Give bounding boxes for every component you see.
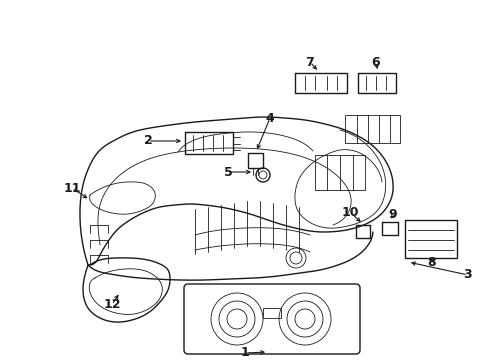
Text: 6: 6 xyxy=(371,55,380,68)
Text: 10: 10 xyxy=(341,206,358,219)
Text: 3: 3 xyxy=(463,269,471,282)
Text: 1: 1 xyxy=(240,346,249,360)
Text: 4: 4 xyxy=(265,112,274,125)
Text: 8: 8 xyxy=(427,256,435,270)
Text: 9: 9 xyxy=(388,208,397,221)
Text: 5: 5 xyxy=(223,166,232,179)
Text: 11: 11 xyxy=(63,181,81,194)
Text: 2: 2 xyxy=(143,135,152,148)
Text: 7: 7 xyxy=(305,55,314,68)
Text: 12: 12 xyxy=(103,298,121,311)
